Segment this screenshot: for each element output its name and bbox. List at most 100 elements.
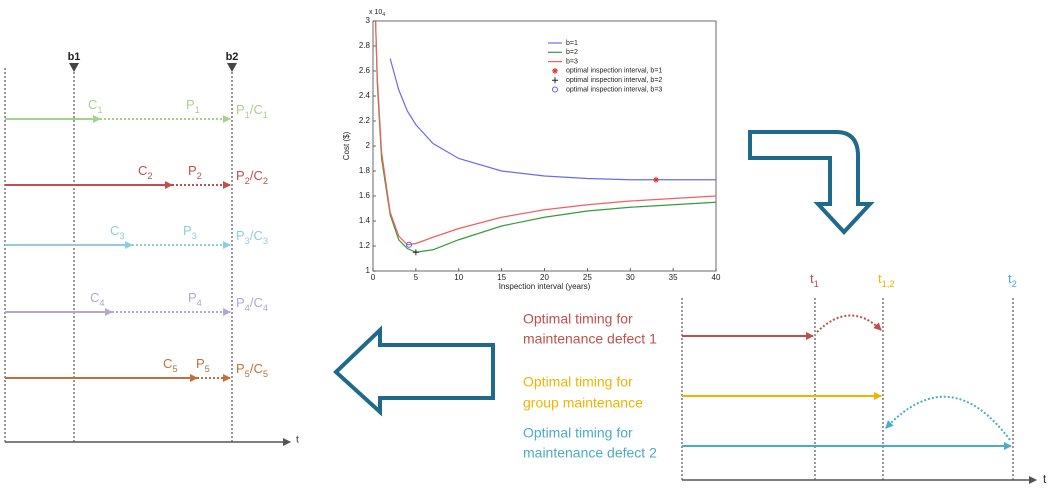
pc-label-part: 5 <box>263 369 268 379</box>
optimal-point <box>412 249 419 256</box>
legend-label: optimal inspection interval, b=2 <box>566 77 662 84</box>
c-label-part: 5 <box>172 364 177 374</box>
series-line <box>389 58 716 181</box>
x-tick-label: 20 <box>540 273 549 282</box>
p-label-part: P <box>188 163 197 178</box>
pc-label-part: 5 <box>245 369 250 379</box>
marker-label: b2 <box>226 51 239 63</box>
p-label-part: P <box>196 356 205 371</box>
series-line <box>374 20 717 246</box>
scale-label-part: 4 <box>382 12 385 18</box>
axis-label: t <box>296 435 299 446</box>
p-label: P5 <box>196 356 210 374</box>
c-label-part: 1 <box>97 105 102 115</box>
flow-arrow <box>748 130 875 235</box>
pc-label: P5/C5 <box>236 361 268 379</box>
pc-label-part: P <box>236 295 245 310</box>
c-label-part: C <box>163 356 172 371</box>
x-tick-label: 35 <box>669 273 678 282</box>
marker-label: b1 <box>68 51 81 63</box>
pc-label-part: P <box>236 228 245 243</box>
c-label-part: C <box>90 290 99 305</box>
optimal-point <box>652 176 659 183</box>
axis-label: t <box>1043 472 1047 486</box>
row-label: maintenance defect 2 <box>523 445 657 461</box>
legend-label: optimal inspection interval, b=1 <box>566 68 662 75</box>
pc-label-part: /C <box>250 168 263 183</box>
y-tick-label: 1.4 <box>359 216 371 225</box>
p-label-part: P <box>183 223 192 238</box>
c-label-part: 2 <box>147 171 152 181</box>
c-label-part: 4 <box>99 298 104 308</box>
pc-label-part: /C <box>250 361 263 376</box>
pc-label-part: 2 <box>263 176 268 186</box>
p-label-part: P <box>186 97 195 112</box>
c-label: C2 <box>138 163 153 181</box>
shift-arc <box>816 314 882 333</box>
y-tick-label: 2.8 <box>359 41 371 50</box>
pc-label-part: 1 <box>245 110 250 120</box>
pc-label-part: 2 <box>245 176 250 186</box>
time-label: t1 <box>810 271 819 289</box>
y-tick-label: 1.2 <box>359 241 371 250</box>
y-tick-label: 1.8 <box>359 166 371 175</box>
flow-arrow <box>333 325 495 417</box>
c-label-part: C <box>138 163 147 178</box>
pc-label-part: 1 <box>263 110 268 120</box>
pc-label: P4/C4 <box>236 295 268 313</box>
pc-label: P1/C1 <box>236 102 268 120</box>
p-label-part: 5 <box>205 364 210 374</box>
pc-label-part: /C <box>250 228 263 243</box>
pc-label-part: 4 <box>245 303 250 313</box>
pc-label-part: P <box>236 361 245 376</box>
c-label-part: 3 <box>119 231 124 241</box>
pc-label: P3/C3 <box>236 228 268 246</box>
y-tick-label: 2.6 <box>359 66 371 75</box>
c-label: C4 <box>90 290 105 308</box>
row-label: Optimal timing for <box>523 311 633 327</box>
time-label: t2 <box>1008 271 1017 289</box>
time-label-part: t <box>1008 271 1012 286</box>
optimal-point <box>406 241 413 248</box>
x-tick-label: 5 <box>414 273 419 282</box>
row-label: Optimal timing for <box>523 374 633 390</box>
p-label-part: P <box>188 290 197 305</box>
time-label-part: 1,2 <box>882 279 895 289</box>
marker-triangle <box>69 63 79 72</box>
time-label: t1,2 <box>878 271 895 289</box>
pc-label-part: 3 <box>245 236 250 246</box>
y-tick-label: 2 <box>366 141 371 150</box>
c-label-part: C <box>88 97 97 112</box>
legend-swatch <box>552 86 558 93</box>
scale-label: x 104 <box>369 9 385 18</box>
p-label-part: 3 <box>192 231 197 241</box>
y-tick-label: 1 <box>366 266 371 275</box>
p-label-part: 4 <box>197 298 202 308</box>
p-label: P4 <box>188 290 202 308</box>
p-label: P3 <box>183 223 197 241</box>
y-tick-label: 2.4 <box>359 91 371 100</box>
plot-area <box>372 20 717 272</box>
p-label: P2 <box>188 163 202 181</box>
time-label-part: t <box>878 271 882 286</box>
legend-swatch <box>552 67 558 74</box>
pc-label-part: 3 <box>263 236 268 246</box>
c-label: C3 <box>110 223 125 241</box>
scale-label-part: x 10 <box>369 9 382 16</box>
legend-label: b=1 <box>566 40 578 47</box>
x-tick-label: 30 <box>626 273 635 282</box>
x-axis-label: Inspection interval (years) <box>499 282 591 291</box>
row-label: group maintenance <box>523 395 643 411</box>
series-line <box>374 20 717 253</box>
time-label-part: 2 <box>1012 279 1017 289</box>
p-label-part: 1 <box>195 105 200 115</box>
pc-label-part: P <box>236 168 245 183</box>
legend-swatch <box>552 77 558 84</box>
pc-label-part: /C <box>250 295 263 310</box>
time-label-part: 1 <box>814 279 819 289</box>
c-label-part: C <box>110 223 119 238</box>
c-label: C5 <box>163 356 178 374</box>
y-tick-label: 2.2 <box>359 116 371 125</box>
